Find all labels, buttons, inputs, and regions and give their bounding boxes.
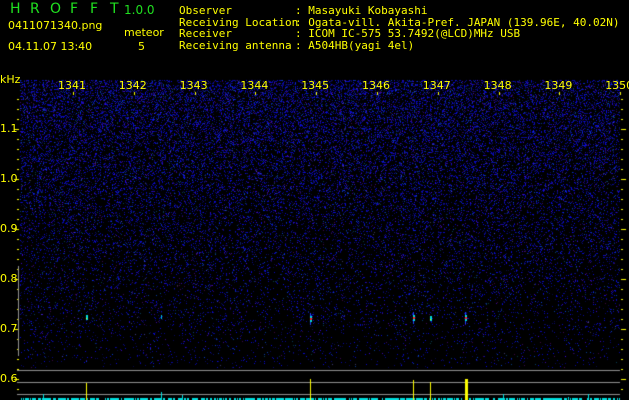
- time-tick-label: 1347: [422, 79, 451, 92]
- meteor-label: meteor: [124, 26, 164, 39]
- title-letter: H: [10, 1, 21, 17]
- freq-tick-label: 0.6: [0, 372, 18, 385]
- freq-tick-label: 1.1: [0, 122, 18, 135]
- file-datetime: 04.11.07 13:40: [8, 40, 93, 53]
- title-letter: O: [50, 1, 62, 17]
- freq-tick-label: 1.0: [0, 172, 18, 185]
- freq-tick-label: 0.8: [0, 272, 18, 285]
- separator: :: [295, 38, 309, 52]
- station-row: Receiving antenna: A504HB(yagi 4el): [179, 38, 620, 52]
- time-tick-label: 1343: [179, 79, 208, 92]
- axis-unit: kHz: [0, 73, 21, 86]
- time-tick-label: 1342: [118, 79, 147, 92]
- station-value: A504HB(yagi 4el): [308, 38, 415, 52]
- time-tick-label: 1344: [240, 79, 269, 92]
- station-info: Observer: Masayuki Kobayashi Receiving L…: [179, 5, 620, 51]
- title-letter: F: [70, 1, 79, 17]
- station-label: Receiving antenna: [179, 38, 292, 52]
- time-tick-label: 1350: [605, 79, 629, 92]
- file-name: 0411071340.png: [8, 19, 103, 32]
- station-label: Observer: [179, 4, 232, 17]
- time-tick-label: 1348: [483, 79, 512, 92]
- title-letter: F: [90, 1, 99, 17]
- time-tick-label: 1341: [58, 79, 86, 92]
- station-label: Receiver: [179, 27, 232, 40]
- time-tick-label: 1346: [362, 79, 390, 92]
- freq-tick-label: 0.7: [0, 322, 18, 335]
- app-version: 1.0.0: [124, 3, 155, 17]
- meteor-count: 5: [138, 40, 145, 53]
- time-tick-label: 1345: [301, 79, 330, 92]
- freq-tick-label: 0.9: [0, 222, 18, 235]
- title-letter: R: [30, 1, 40, 17]
- time-tick-label: 1349: [544, 79, 573, 92]
